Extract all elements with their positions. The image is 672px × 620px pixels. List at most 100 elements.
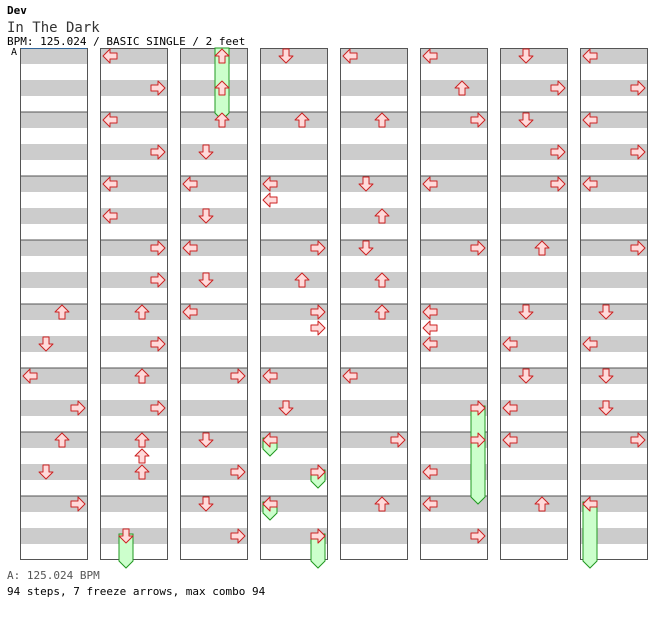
right-arrow-icon [630, 240, 646, 256]
down-arrow-icon [198, 208, 214, 224]
beat-band [180, 144, 248, 160]
up-arrow-icon [294, 112, 310, 128]
beat-band [340, 432, 408, 448]
left-arrow-icon [422, 320, 438, 336]
right-arrow-icon [150, 272, 166, 288]
beat-band [500, 528, 568, 544]
left-arrow-icon [262, 192, 278, 208]
beat-band [420, 208, 488, 224]
beat-band [20, 432, 88, 448]
down-arrow-icon [198, 144, 214, 160]
left-arrow-icon [22, 368, 38, 384]
beat-band [100, 496, 168, 512]
beat-band [260, 400, 328, 416]
beat-band [500, 144, 568, 160]
beat-band [420, 176, 488, 192]
up-arrow-icon [374, 272, 390, 288]
freeze-head-right-icon [310, 464, 326, 480]
beat-band [180, 528, 248, 544]
beat-band [180, 208, 248, 224]
left-arrow-icon [502, 336, 518, 352]
beat-band [580, 48, 648, 64]
beat-band [500, 80, 568, 96]
beat-band [100, 400, 168, 416]
beat-band [500, 336, 568, 352]
beat-band [180, 368, 248, 384]
freeze-head-right-icon [470, 400, 486, 416]
beat-band [340, 496, 408, 512]
beat-band [20, 48, 88, 64]
beat-band [340, 240, 408, 256]
left-arrow-icon [182, 176, 198, 192]
beat-band [260, 144, 328, 160]
right-arrow-icon [150, 400, 166, 416]
beat-band [260, 80, 328, 96]
beat-band [500, 368, 568, 384]
up-arrow-icon [134, 304, 150, 320]
down-arrow-icon [198, 496, 214, 512]
up-arrow-icon [374, 208, 390, 224]
beat-band [340, 464, 408, 480]
right-arrow-icon [150, 80, 166, 96]
up-arrow-icon [374, 304, 390, 320]
beat-band [580, 336, 648, 352]
right-arrow-icon [230, 368, 246, 384]
left-arrow-icon [102, 48, 118, 64]
beat-band [420, 80, 488, 96]
beat-band [180, 304, 248, 320]
beat-band [580, 400, 648, 416]
beat-band [20, 400, 88, 416]
beat-band [340, 80, 408, 96]
left-arrow-icon [582, 176, 598, 192]
beat-band [100, 176, 168, 192]
beat-band [500, 240, 568, 256]
up-arrow-icon [294, 272, 310, 288]
chart-info: BPM: 125.024 / BASIC SINGLE / 2 feet [7, 35, 246, 48]
beat-band [340, 176, 408, 192]
beat-band [580, 176, 648, 192]
beat-band [500, 400, 568, 416]
artist-name: Dev [7, 4, 27, 17]
beat-band [420, 368, 488, 384]
beat-band [180, 432, 248, 448]
beat-band [340, 208, 408, 224]
right-arrow-icon [230, 528, 246, 544]
down-arrow-icon [278, 48, 294, 64]
right-arrow-icon [310, 304, 326, 320]
beat-band [20, 176, 88, 192]
beat-band [100, 48, 168, 64]
down-arrow-icon [358, 176, 374, 192]
beat-band [100, 272, 168, 288]
right-arrow-icon [470, 112, 486, 128]
beat-band [100, 432, 168, 448]
beat-band [420, 496, 488, 512]
left-arrow-icon [422, 496, 438, 512]
beat-band [420, 112, 488, 128]
beat-band [260, 336, 328, 352]
right-arrow-icon [630, 432, 646, 448]
beat-band [20, 464, 88, 480]
chart-column [180, 48, 248, 560]
beat-band [100, 336, 168, 352]
left-arrow-icon [422, 336, 438, 352]
column-border [100, 48, 168, 560]
beat-band [420, 48, 488, 64]
up-arrow-icon [54, 432, 70, 448]
beat-band [260, 368, 328, 384]
beat-band [100, 528, 168, 544]
beat-band [420, 336, 488, 352]
left-arrow-icon [262, 176, 278, 192]
up-arrow-icon [374, 496, 390, 512]
column-border [180, 48, 248, 560]
beat-band [420, 144, 488, 160]
beat-band [500, 112, 568, 128]
left-arrow-icon [102, 112, 118, 128]
left-arrow-icon [422, 464, 438, 480]
freeze-head-left-icon [262, 496, 278, 512]
column-border [580, 48, 648, 560]
up-arrow-icon [134, 432, 150, 448]
beat-band [180, 336, 248, 352]
beat-band [420, 528, 488, 544]
freeze-head-right-icon [310, 528, 326, 544]
